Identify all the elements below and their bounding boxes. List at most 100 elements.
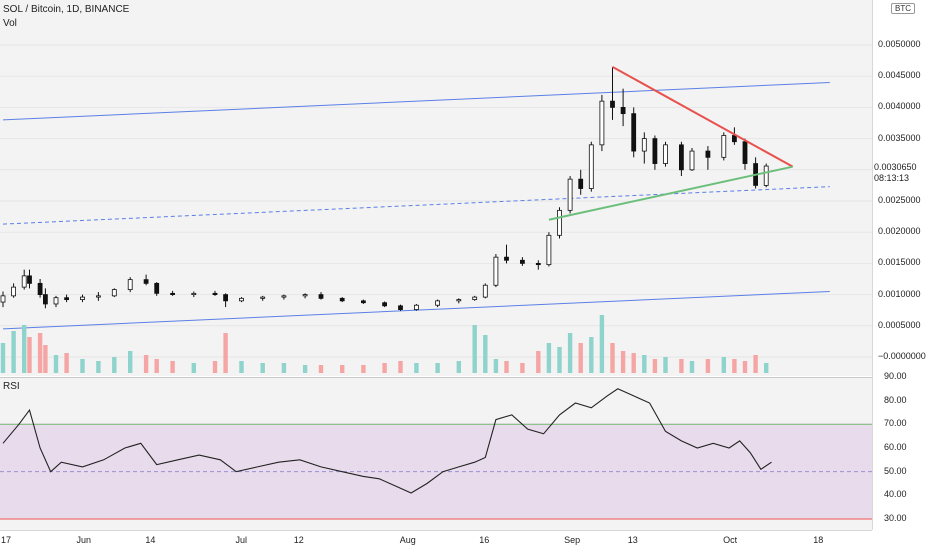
volume-bar [456,361,461,373]
candle-body [143,279,149,284]
time-scale[interactable] [0,530,872,550]
candle-body [223,294,229,302]
candle-body [281,295,287,298]
volume-bar [753,355,758,373]
candle-body [191,292,197,295]
candle-body [37,282,43,296]
volume-bar [567,333,573,373]
candle-body [610,100,615,108]
currency-badge[interactable]: BTC [891,3,915,14]
volume-bar [689,361,695,373]
candle-body [212,292,218,295]
volume-bar [22,325,27,373]
candle-body [588,144,594,189]
rsi-band [0,423,872,519]
candle-body [705,150,711,158]
volume-bar [361,365,366,373]
volume-bar [679,359,684,373]
volume-bar [154,359,159,373]
triangle-pattern[interactable] [548,65,794,221]
volume-bar [128,351,133,373]
volume-bar [27,337,32,373]
volume-bar [732,359,737,373]
volume-bar [472,325,477,373]
time-tick-label: 17 [1,535,12,545]
candle-body [318,294,324,299]
volume-bar [398,361,403,373]
price-tick-label: 0.0040000 [878,101,921,112]
candle-body [520,259,525,264]
candle-body [339,297,345,302]
volume-bar [11,331,16,373]
volume-bars [0,315,769,373]
volume-bar [143,355,149,373]
volume-bar [43,345,48,373]
symbol-legend[interactable]: SOL / Bitcoin, 1D, BINANCE [3,4,130,15]
candle-body [260,296,266,299]
candle-body [599,100,605,146]
candle-body [493,256,499,286]
candle-body [652,138,658,164]
volume-bar [483,335,488,373]
time-tick-label: Jun [76,535,92,545]
rsi-tick-label: 50.00 [884,465,907,476]
volume-bar [589,337,594,373]
chart-canvas[interactable] [0,0,872,530]
candle-body [239,297,244,302]
rsi-tick-label: 90.00 [884,371,907,381]
time-tick-label: Sep [564,535,581,545]
candle-body [620,107,626,115]
time-tick-label: 14 [145,535,156,545]
volume-bar [239,361,244,373]
volume-bar [520,363,525,373]
candle-body [21,275,27,288]
candles [0,66,769,311]
price-scale[interactable] [872,0,932,530]
volume-legend[interactable]: Vol [3,18,17,29]
candle-body [360,300,366,304]
volume-bar [112,357,117,373]
candle-body [456,299,462,302]
candle-body [557,209,562,236]
rsi-tick-label: 80.00 [884,394,907,405]
candle-body [504,256,509,261]
candle-body [435,300,441,306]
candle-body [535,262,541,266]
rsi-legend[interactable]: RSI [3,381,20,392]
candle-body [64,297,69,300]
volume-bar [414,363,419,373]
volume-bar [53,355,59,373]
candle-body [413,304,419,310]
volume-bar [721,357,726,373]
volume-bar [382,363,387,373]
volume-bar [191,363,196,373]
candle-body [96,295,101,298]
candle-body [689,150,695,171]
rsi-series [2,388,772,494]
volume-bar [610,343,615,373]
channel-mid-dashed-line [2,186,830,225]
volume-bar [64,353,69,373]
volume-bar [742,361,748,373]
time-tick-label: 18 [813,535,824,545]
candle-body [53,297,59,305]
time-tick-label: Aug [399,535,416,545]
volume-bar [260,363,265,373]
candle-body [170,292,176,295]
volume-bar [536,351,541,373]
rsi-tick-label: 60.00 [884,442,907,452]
volume-bar [435,363,440,373]
price-chart-pane[interactable] [0,0,872,376]
candle-body [641,138,647,152]
candle-body [27,275,32,284]
price-tick-label: 0.0035000 [878,132,921,143]
current-price-label: 0.0030650 [874,162,930,173]
volume-bar [557,347,562,373]
volume-bar [493,359,499,373]
countdown-label: 08:13:13 [874,173,930,184]
volume-bar [546,343,552,373]
candle-body [742,141,748,164]
candle-body [546,234,552,266]
volume-bar [631,353,636,373]
volume-bar [705,359,711,373]
